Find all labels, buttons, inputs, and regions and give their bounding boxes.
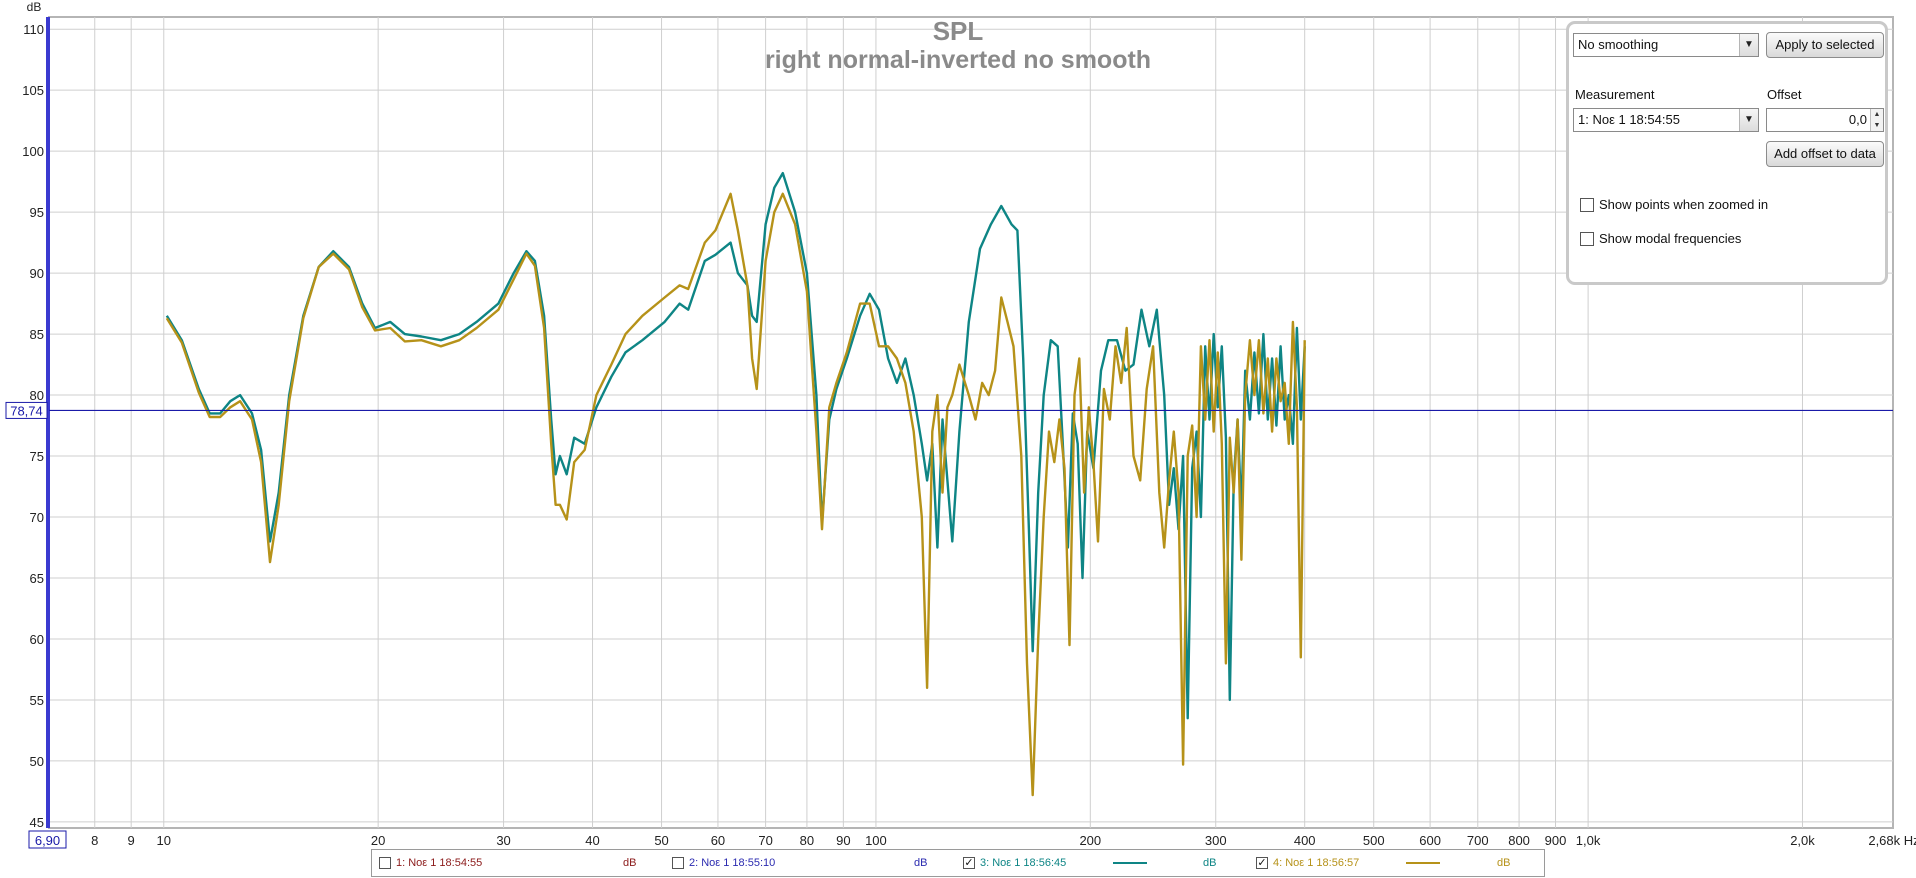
legend-item[interactable]: 2: Νοε 1 18:55:10 dB [672, 850, 952, 876]
x-tick-label: 70 [758, 833, 772, 848]
stepper-icon[interactable]: ▲ ▼ [1870, 109, 1883, 131]
y-axis-marker [46, 17, 50, 828]
y-tick-label: 100 [22, 144, 44, 159]
chevron-down-icon[interactable]: ▼ [1739, 109, 1758, 131]
measurement-value: 1: Νοε 1 18:54:55 [1578, 112, 1680, 127]
y-tick-label: 70 [30, 510, 44, 525]
series-line-4 [165, 192, 1306, 797]
x-tick-label: 400 [1294, 833, 1316, 848]
x-tick-label: 10 [157, 833, 171, 848]
legend: 1: Νοε 1 18:54:55 dB 2: Νοε 1 18:55:10 d… [371, 849, 1545, 877]
offset-field[interactable]: 0,0 ▲ ▼ [1766, 108, 1884, 132]
chart-title: SPL [933, 16, 984, 46]
chart-subtitle: right normal-inverted no smooth [765, 46, 1151, 74]
add-offset-button[interactable]: Add offset to data [1766, 141, 1884, 167]
legend-checkbox-1[interactable] [379, 857, 391, 869]
legend-item[interactable]: ✓ 4: Νοε 1 18:56:57 dB [1256, 850, 1536, 876]
x-tick-label: 1,0k [1576, 833, 1601, 848]
legend-swatch [1406, 862, 1440, 864]
y-tick-label: 45 [30, 815, 44, 830]
show-modal-checkbox[interactable] [1580, 232, 1594, 246]
x-tick-label: 500 [1363, 833, 1385, 848]
x-min-label: 6,90 [35, 833, 60, 848]
legend-name: 4: Νοε 1 18:56:57 [1273, 857, 1360, 869]
x-tick-label: 90 [836, 833, 850, 848]
show-points-checkbox[interactable] [1580, 198, 1594, 212]
smoothing-value: No smoothing [1578, 37, 1659, 52]
smoothing-select[interactable]: No smoothing ▼ [1573, 33, 1759, 57]
y-axis-label: dB [27, 0, 42, 14]
x-tick-label: 2,0k [1790, 833, 1815, 848]
legend-name: 1: Νοε 1 18:54:55 [396, 857, 483, 869]
x-tick-label: 300 [1205, 833, 1227, 848]
legend-name: 2: Νοε 1 18:55:10 [689, 857, 776, 869]
x-tick-label: 50 [654, 833, 668, 848]
legend-item[interactable]: ✓ 3: Νοε 1 18:56:45 dB [963, 850, 1243, 876]
legend-unit: dB [623, 857, 637, 869]
show-points-label: Show points when zoomed in [1599, 197, 1769, 212]
y-tick-label: 85 [30, 327, 44, 342]
legend-item[interactable]: 1: Νοε 1 18:54:55 dB [379, 850, 659, 876]
show-modal-label: Show modal frequencies [1599, 231, 1742, 246]
cursor-value-label: 78,74 [10, 403, 43, 418]
x-tick-label: 700 [1467, 833, 1489, 848]
control-panel: No smoothing ▼ Apply to selected Measure… [1566, 21, 1888, 285]
chevron-down-icon[interactable]: ▼ [1739, 34, 1758, 56]
x-tick-label: 200 [1079, 833, 1101, 848]
y-tick-label: 65 [30, 571, 44, 586]
legend-checkbox-2[interactable] [672, 857, 684, 869]
x-tick-label: 800 [1508, 833, 1530, 848]
legend-checkbox-3[interactable]: ✓ [963, 857, 975, 869]
cursor-value-box [5, 401, 48, 419]
y-tick-label: 95 [30, 205, 44, 220]
offset-value: 0,0 [1848, 112, 1867, 127]
x-tick-label: 600 [1419, 833, 1441, 848]
legend-name: 3: Νοε 1 18:56:45 [980, 857, 1067, 869]
y-tick-label: 75 [30, 449, 44, 464]
x-tick-label: 60 [711, 833, 725, 848]
measurement-label: Measurement [1575, 87, 1655, 102]
apply-to-selected-button[interactable]: Apply to selected [1766, 32, 1884, 58]
legend-unit: dB [1497, 857, 1511, 869]
x-tick-label: 80 [800, 833, 814, 848]
legend-unit: dB [1203, 857, 1217, 869]
x-tick-label: 9 [128, 833, 135, 848]
x-tick-label: 30 [496, 833, 510, 848]
y-tick-label: 50 [30, 754, 44, 769]
y-tick-label: 90 [30, 266, 44, 281]
x-max-label: 2,68k Hz [1868, 833, 1916, 848]
y-tick-label: 80 [30, 388, 44, 403]
legend-unit: dB [914, 857, 928, 869]
legend-checkbox-4[interactable]: ✓ [1256, 857, 1268, 869]
y-tick-label: 60 [30, 632, 44, 647]
x-tick-label: 40 [585, 833, 599, 848]
x-tick-label: 8 [91, 833, 98, 848]
y-tick-label: 110 [23, 22, 44, 37]
legend-swatch [1113, 862, 1147, 864]
y-tick-label: 55 [30, 693, 44, 708]
x-tick-label: 20 [371, 833, 385, 848]
x-tick-label: 900 [1545, 833, 1567, 848]
measurement-select[interactable]: 1: Νοε 1 18:54:55 ▼ [1573, 108, 1759, 132]
x-tick-label: 100 [865, 833, 887, 848]
offset-label: Offset [1767, 87, 1802, 102]
x-min-box [28, 830, 67, 849]
y-tick-label: 105 [22, 83, 44, 98]
